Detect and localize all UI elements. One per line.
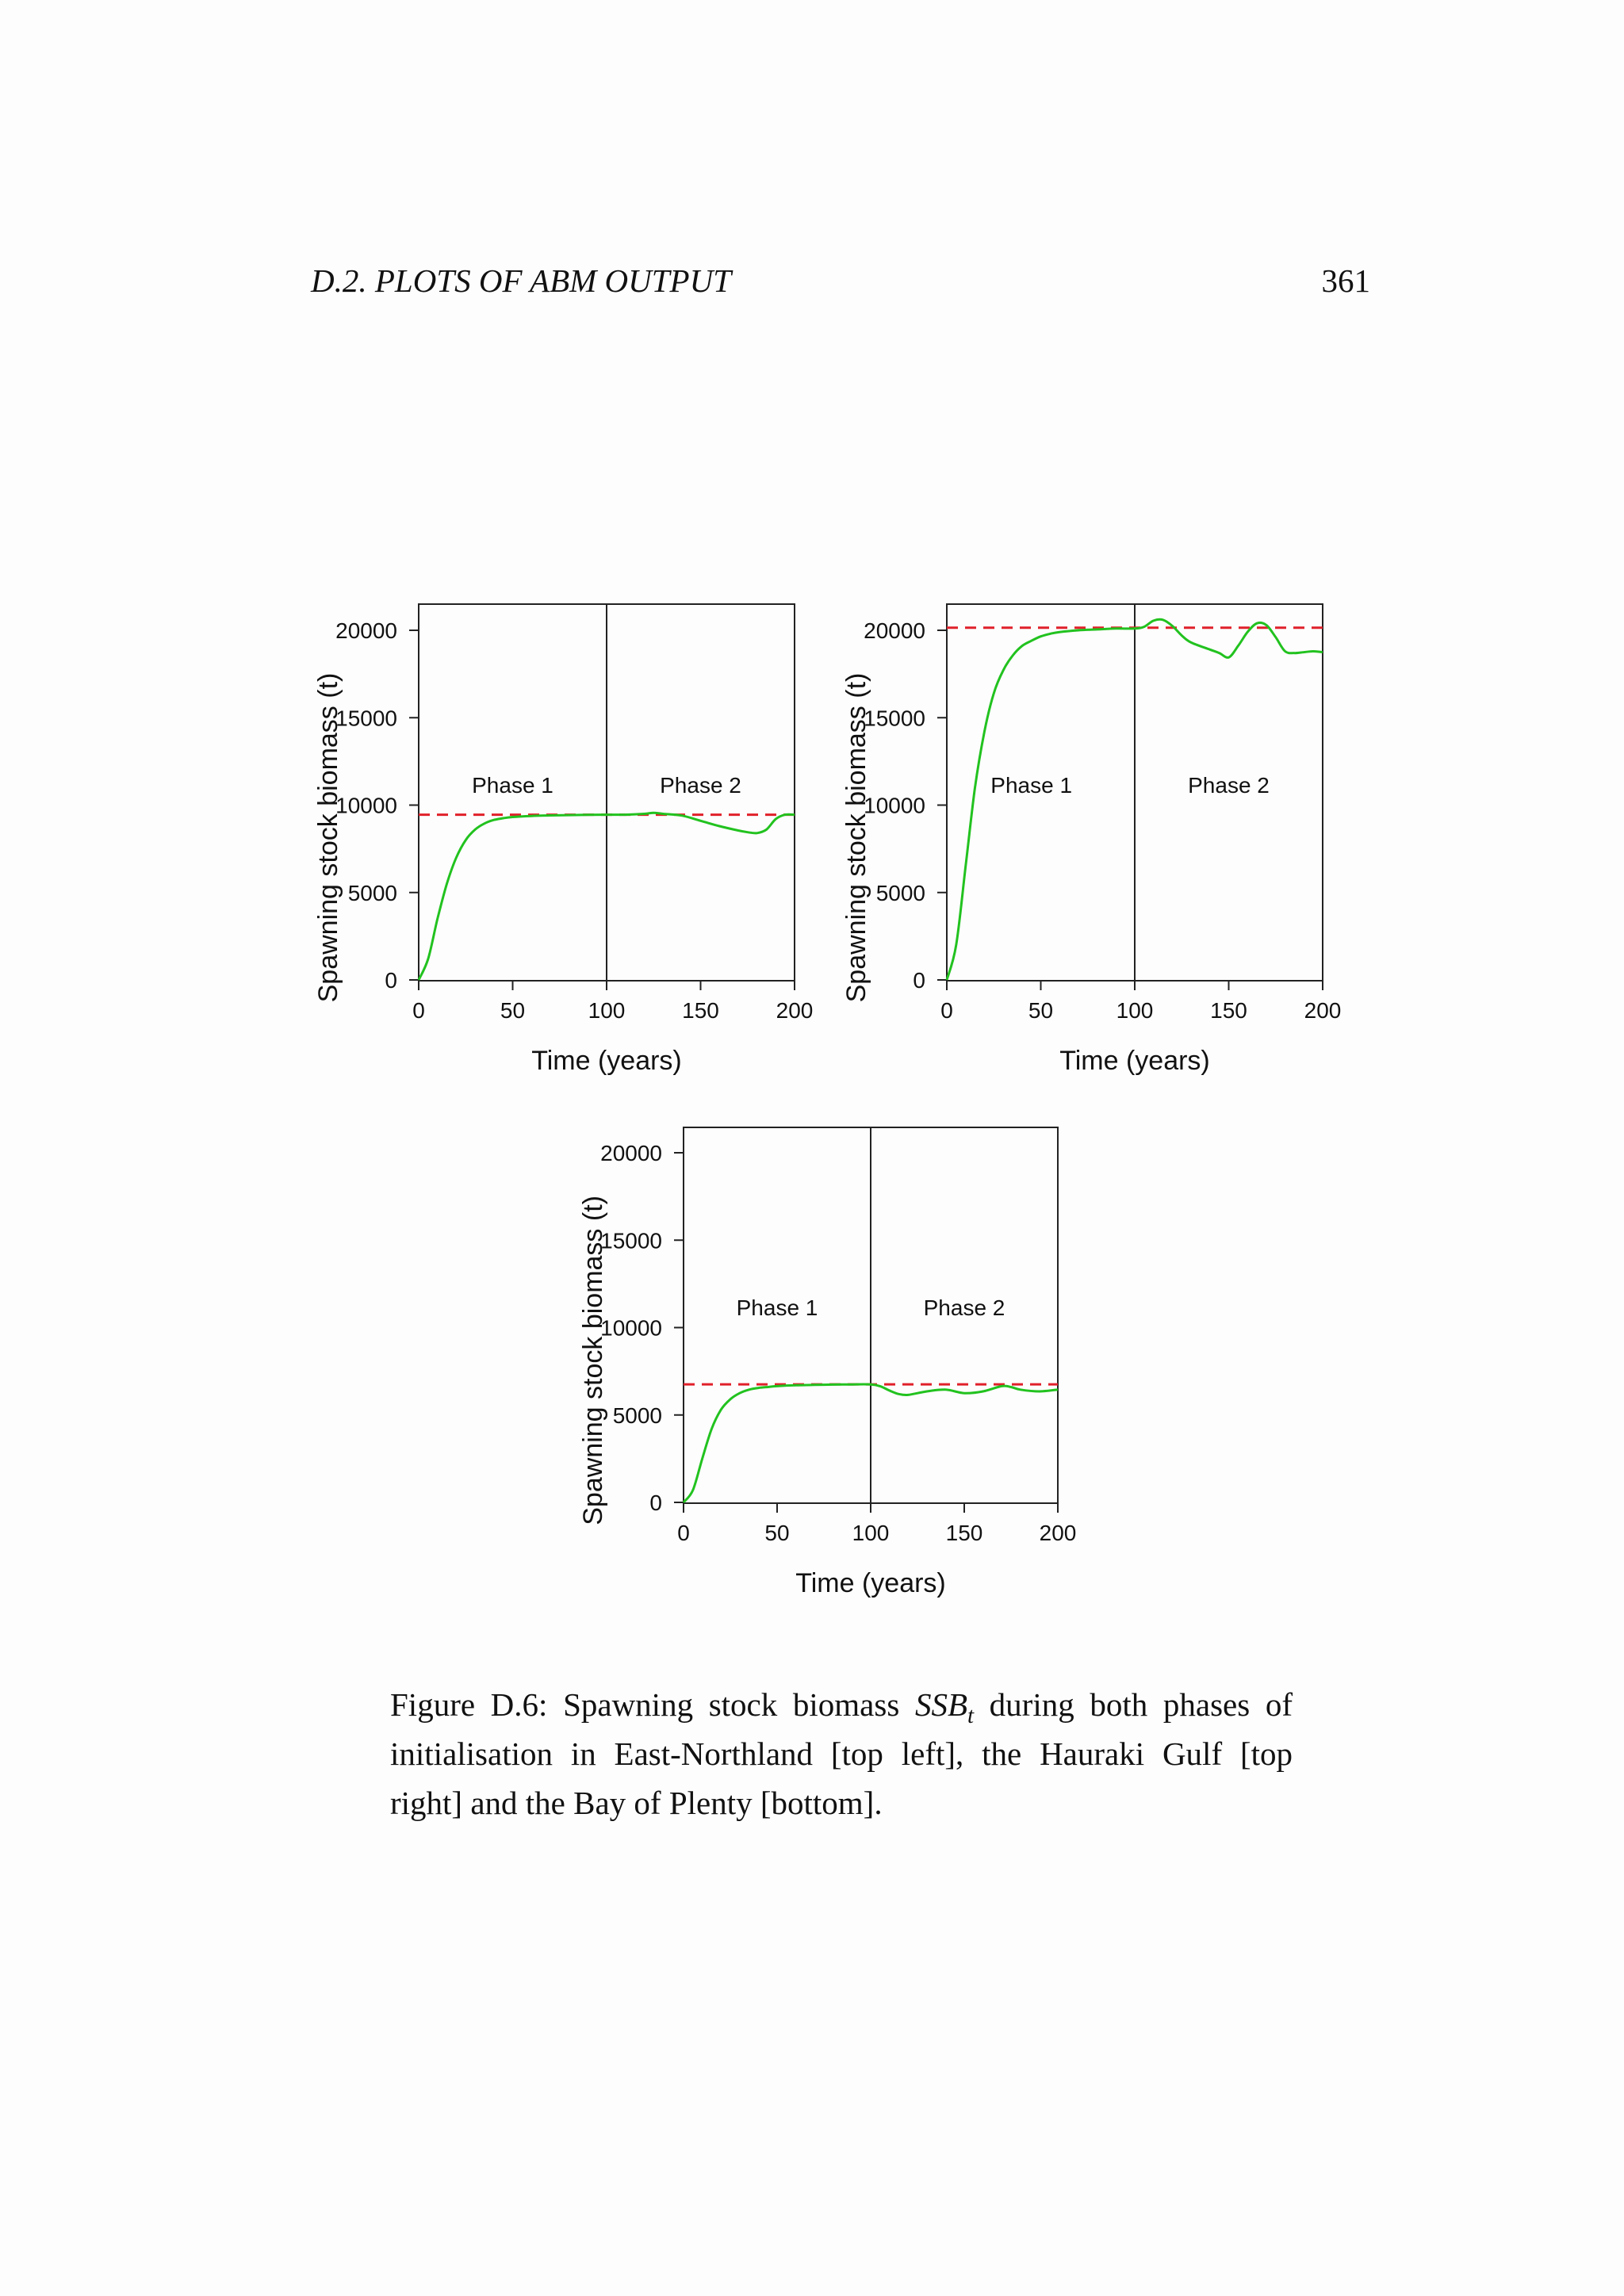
- x-tick-label: 150: [1210, 998, 1247, 1023]
- x-tick-label: 100: [1116, 998, 1154, 1023]
- y-tick-label: 15000: [864, 706, 925, 730]
- y-tick-label: 0: [913, 968, 925, 993]
- ssb-curve: [417, 811, 795, 981]
- phase-label: Phase 2: [924, 1295, 1005, 1320]
- y-tick-label: 10000: [600, 1316, 662, 1341]
- y-axis-label: Spawning stock biomass (t): [313, 673, 343, 1003]
- x-axis-label: Time (years): [531, 1046, 682, 1076]
- y-tick-label: 5000: [348, 881, 397, 905]
- y-tick-label: 15000: [335, 706, 397, 730]
- y-tick-label: 5000: [876, 881, 925, 905]
- y-tick-label: 20000: [335, 618, 397, 643]
- caption-symbol-base: SSB: [914, 1686, 967, 1723]
- x-tick-label: 50: [764, 1521, 789, 1545]
- y-tick-label: 10000: [335, 794, 397, 818]
- section-title: D.2. PLOTS OF ABM OUTPUT: [311, 262, 731, 299]
- ssb-curve: [682, 1383, 1059, 1503]
- panel-hauraki-gulf: 0 50 100 150 200 0 5000 10000 15000 20000 Time (ye…: [841, 603, 1342, 1076]
- x-tick-label: 100: [588, 998, 626, 1023]
- phase-label: Phase 1: [737, 1295, 818, 1320]
- caption-symbol-subscript: t: [967, 1703, 975, 1729]
- running-head: D.2. PLOTS OF ABM OUTPUT 361: [311, 262, 1370, 301]
- y-tick-label: 15000: [600, 1228, 662, 1253]
- phase-label: Phase 2: [660, 773, 741, 798]
- panel-bay-of-plenty: 0 50 100 150 200 0 5000 10000 15000 20000 Time (ye…: [578, 1127, 1076, 1598]
- x-tick-label: 50: [500, 998, 525, 1023]
- x-tick-label: 50: [1028, 998, 1053, 1023]
- caption-symbol: SSBt: [914, 1686, 974, 1728]
- y-tick-label: 0: [385, 968, 397, 993]
- caption-lead: Figure D.6: Spawning stock biomass: [390, 1686, 915, 1723]
- y-tick-label: 20000: [600, 1141, 662, 1165]
- phase-label: Phase 1: [990, 773, 1072, 798]
- x-axis-label: Time (years): [1059, 1046, 1210, 1076]
- y-tick-label: 5000: [613, 1403, 662, 1428]
- phase-label: Phase 1: [472, 773, 553, 798]
- x-tick-label: 0: [412, 998, 425, 1023]
- x-tick-label: 200: [1040, 1521, 1077, 1545]
- ssb-curve: [945, 618, 1323, 981]
- x-tick-label: 100: [852, 1521, 890, 1545]
- figure-caption: Figure D.6: Spawning stock biomass SSBt …: [390, 1680, 1293, 1827]
- y-tick-label: 10000: [864, 794, 925, 818]
- y-axis-label: Spawning stock biomass (t): [578, 1196, 608, 1525]
- panel-east-northland: 0 50 100 150 200 0 5000 10000 15000 20000 Time (ye…: [313, 603, 814, 1076]
- x-tick-label: 150: [682, 998, 719, 1023]
- x-tick-label: 200: [776, 998, 814, 1023]
- x-tick-label: 200: [1304, 998, 1342, 1023]
- phase-label: Phase 2: [1188, 773, 1270, 798]
- x-tick-label: 0: [677, 1521, 690, 1545]
- y-tick-label: 0: [649, 1490, 662, 1515]
- x-tick-label: 0: [940, 998, 953, 1023]
- x-axis-label: Time (years): [795, 1568, 946, 1598]
- page-number: 361: [1321, 262, 1371, 299]
- y-axis-label: Spawning stock biomass (t): [841, 673, 871, 1003]
- y-tick-label: 20000: [864, 618, 925, 643]
- x-tick-label: 150: [946, 1521, 983, 1545]
- caption-rest: during both phases of initialisation in …: [390, 1686, 1293, 1821]
